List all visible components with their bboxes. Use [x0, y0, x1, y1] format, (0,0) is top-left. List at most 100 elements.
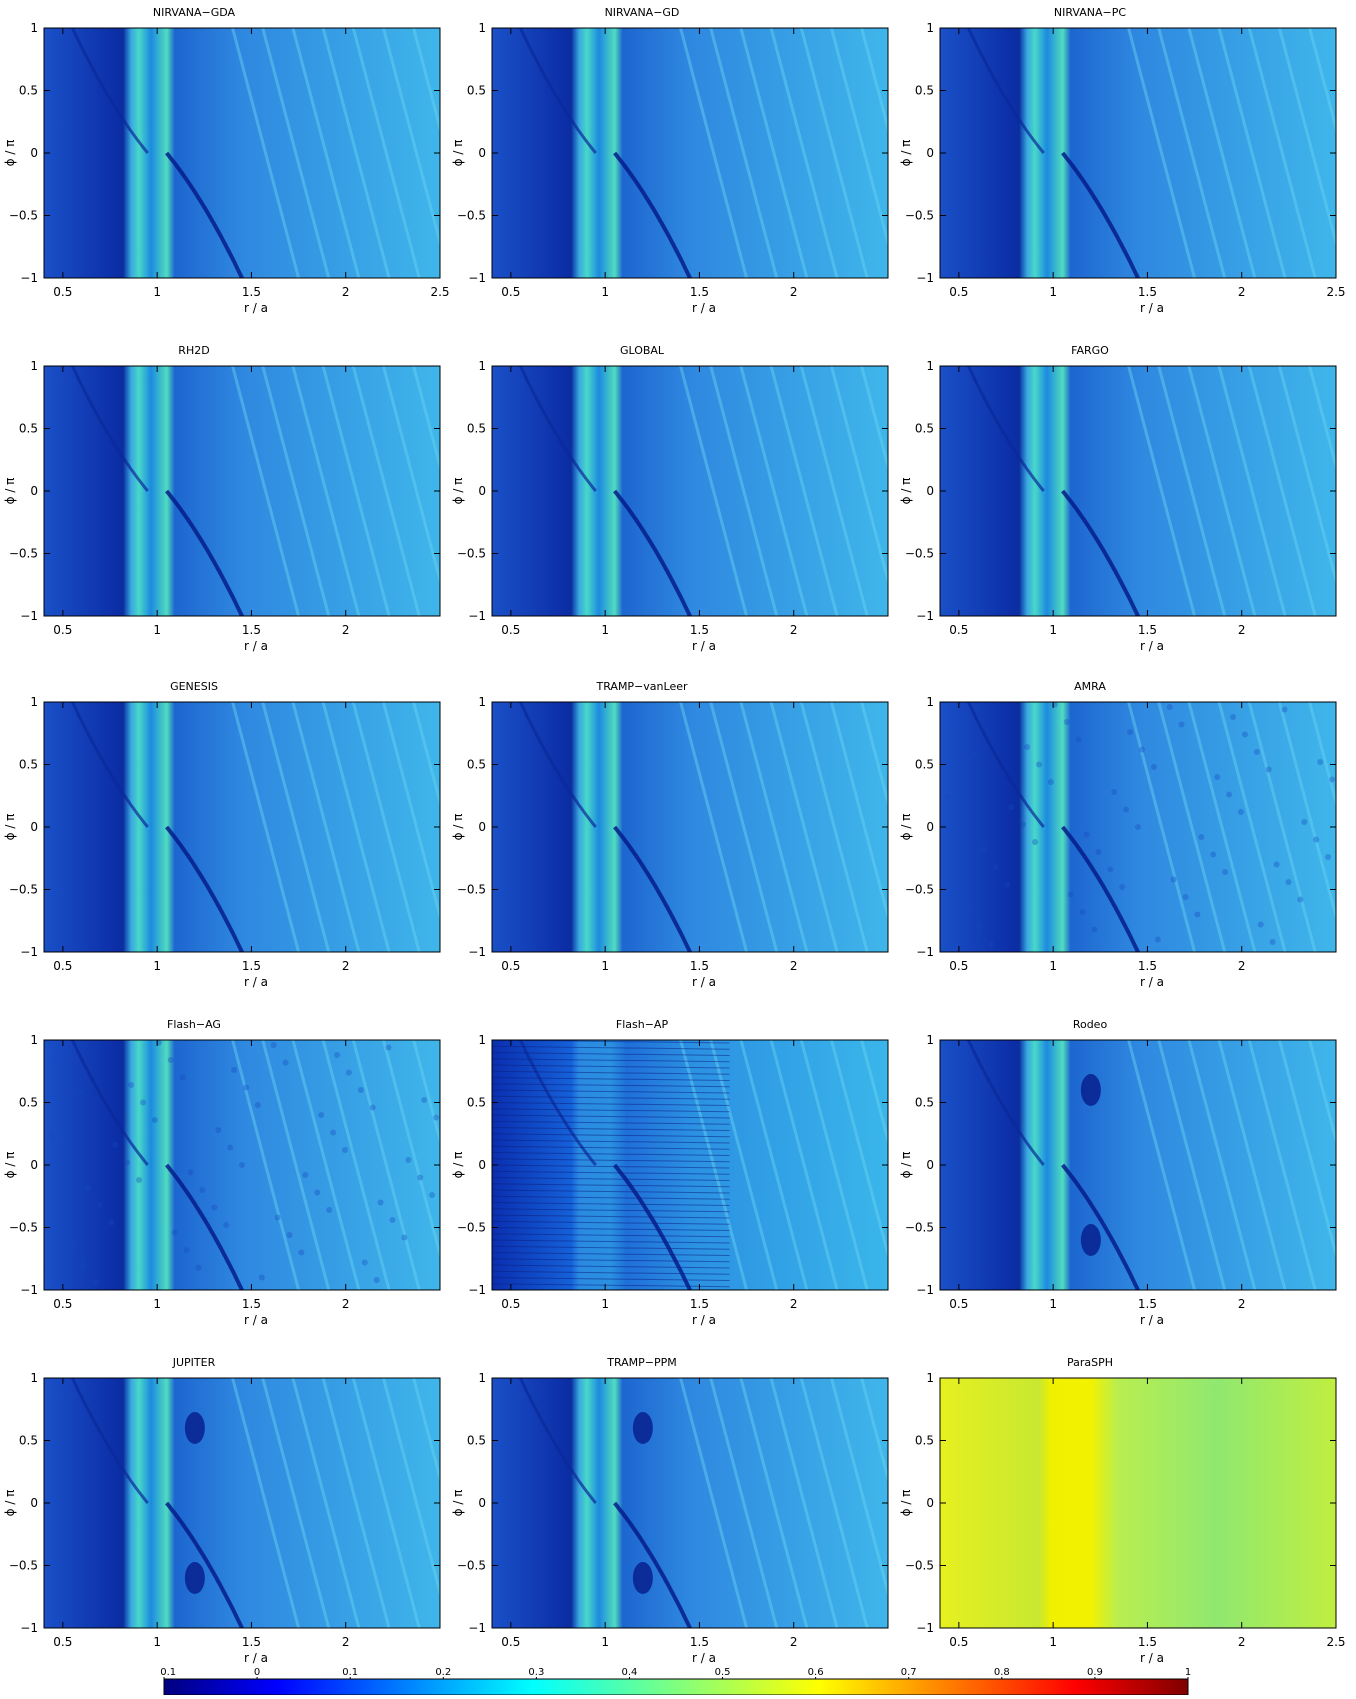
y-tick-label: 0.5 — [915, 84, 934, 98]
x-tick-label: 1 — [153, 1297, 161, 1311]
colorbar-tick-label: 0.4 — [622, 1667, 638, 1678]
noise-speck — [124, 1160, 130, 1166]
noise-speck — [1179, 722, 1185, 728]
y-tick-label: 1 — [478, 21, 486, 35]
x-tick-label: 0.5 — [949, 285, 968, 299]
y-tick-label: −0.5 — [905, 1559, 934, 1573]
y-tick-label: 1 — [478, 695, 486, 709]
noise-speck — [949, 717, 955, 723]
noise-speck — [977, 924, 983, 930]
x-tick-label: 0.5 — [53, 959, 72, 973]
x-tick-label: 2.5 — [1326, 1635, 1345, 1649]
x-tick-label: 2 — [342, 1635, 350, 1649]
y-tick-label: 0 — [478, 1496, 486, 1510]
x-tick-label: 1.5 — [242, 285, 261, 299]
y-tick-label: 1 — [926, 21, 934, 35]
noise-speck — [1064, 719, 1070, 725]
panel-title: ParaSPH — [1067, 1356, 1113, 1369]
x-tick-label: 1.5 — [690, 959, 709, 973]
noise-speck — [1254, 749, 1260, 755]
colorbar-tick-label: 0.8 — [994, 1667, 1010, 1678]
y-tick-label: −0.5 — [9, 883, 38, 897]
noise-speck — [1084, 832, 1090, 838]
y-tick-label: 1 — [926, 359, 934, 373]
y-tick-label: 0.5 — [19, 1434, 38, 1448]
x-tick-label: 0.5 — [949, 1297, 968, 1311]
noise-speck — [378, 1200, 384, 1206]
x-axis-label: r / a — [1140, 1313, 1164, 1327]
noise-speck — [215, 1127, 221, 1133]
noise-speck — [96, 1202, 102, 1208]
noise-speck — [140, 1100, 146, 1106]
x-tick-label: 1 — [1049, 1635, 1057, 1649]
noise-speck — [1214, 774, 1220, 780]
noise-speck — [108, 1220, 114, 1226]
colorbar-tick-label: 0.9 — [1087, 1667, 1103, 1678]
noise-speck — [1183, 894, 1189, 900]
y-axis-label: ϕ / π — [899, 478, 913, 505]
noise-speck — [1210, 852, 1216, 858]
x-tick-label: 2 — [342, 285, 350, 299]
noise-speck — [259, 1275, 265, 1281]
heatmap-area — [940, 1378, 1336, 1628]
y-tick-label: 0.5 — [915, 1096, 934, 1110]
noise-speck — [112, 1142, 118, 1148]
noise-speck — [255, 1102, 261, 1108]
y-tick-label: 1 — [926, 1033, 934, 1047]
y-tick-label: 0.5 — [19, 1096, 38, 1110]
y-tick-label: 0 — [30, 820, 38, 834]
noise-speck — [1107, 867, 1113, 873]
noise-speck — [1111, 789, 1117, 795]
x-tick-label: 1.5 — [242, 1635, 261, 1649]
noise-speck — [211, 1205, 217, 1211]
noise-speck — [1032, 839, 1038, 845]
y-tick-label: 0 — [926, 820, 934, 834]
noise-speck — [1266, 767, 1272, 773]
y-tick-label: 0.5 — [19, 758, 38, 772]
noise-speck — [1091, 927, 1097, 933]
noise-speck — [386, 1045, 392, 1051]
noise-speck — [421, 1097, 427, 1103]
panel-title: RH2D — [178, 344, 209, 357]
x-tick-label: 0.5 — [949, 1635, 968, 1649]
y-axis-label: ϕ / π — [451, 814, 465, 841]
y-tick-label: −0.5 — [457, 1221, 486, 1235]
noise-speck — [81, 1262, 87, 1268]
noise-speck — [223, 1222, 229, 1228]
x-tick-label: 0.5 — [501, 959, 520, 973]
x-tick-label: 2.5 — [1326, 285, 1345, 299]
x-tick-label: 0.5 — [53, 1297, 72, 1311]
y-tick-label: 0 — [478, 484, 486, 498]
x-tick-label: 0.5 — [53, 285, 72, 299]
noise-speck — [128, 1082, 134, 1088]
y-tick-label: 1 — [478, 1033, 486, 1047]
y-tick-label: −0.5 — [457, 883, 486, 897]
noise-speck — [405, 1157, 411, 1163]
x-tick-label: 0.5 — [501, 285, 520, 299]
colorbar-tick-label: 0 — [254, 1667, 260, 1678]
noise-speck — [1127, 729, 1133, 735]
colorbar-tick-label: 0.2 — [435, 1667, 451, 1678]
noise-speck — [1135, 824, 1141, 830]
noise-speck — [358, 1087, 364, 1093]
y-tick-label: 0 — [30, 484, 38, 498]
noise-speck — [1139, 747, 1145, 753]
x-axis-label: r / a — [244, 301, 268, 315]
noise-speck — [992, 864, 998, 870]
y-tick-label: −0.5 — [457, 547, 486, 561]
x-tick-label: 1.5 — [242, 959, 261, 973]
noise-speck — [1119, 884, 1125, 890]
noise-speck — [988, 942, 994, 948]
panel-title: GLOBAL — [620, 344, 665, 357]
noise-speck — [1238, 809, 1244, 815]
x-tick-label: 1.5 — [1138, 959, 1157, 973]
y-tick-label: 0.5 — [915, 1434, 934, 1448]
